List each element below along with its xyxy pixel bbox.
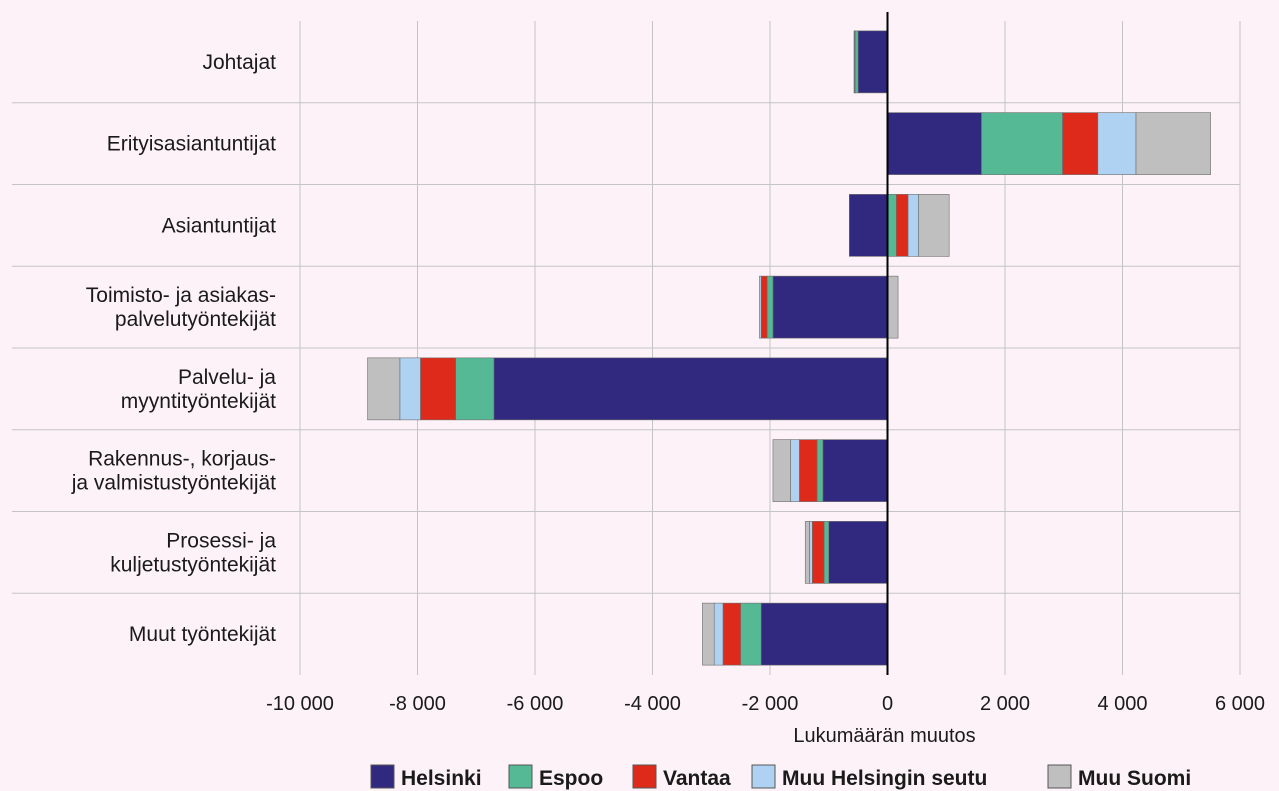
bar-segment — [816, 439, 824, 502]
bar-segment — [1097, 112, 1137, 175]
bar-segment — [420, 357, 456, 421]
legend-swatch — [632, 764, 657, 789]
bar-segment — [702, 602, 715, 666]
x-tick-label: 0 — [882, 693, 893, 715]
bar-segment — [887, 112, 982, 175]
bar-segment — [854, 30, 859, 94]
bar-segment — [828, 521, 888, 584]
x-tick-label: -2 000 — [742, 693, 799, 715]
category-label: Toimisto- ja asiakas-palvelutyöntekijät — [86, 284, 276, 331]
legend: Helsinki Espoo Vantaa Muu Helsingin seutu Mu… — [370, 764, 1191, 790]
legend-swatch — [1047, 764, 1072, 789]
bar-segment — [907, 194, 919, 257]
bar-segment — [896, 194, 909, 257]
bar-segment — [981, 112, 1063, 175]
category-labels: Johtajat Erityisasiantuntijat Asiantuntija… — [71, 51, 277, 646]
bar-segment — [790, 439, 800, 502]
bar-segment — [811, 521, 825, 584]
bar-segment — [809, 521, 813, 584]
category-label: Muut työntekijät — [129, 623, 276, 646]
x-tick-label: -4 000 — [624, 693, 681, 715]
bar-segment — [822, 439, 888, 502]
category-label: Rakennus-, korjaus-ja valmistustyöntekij… — [71, 448, 276, 495]
legend-label: Muu Suomi — [1078, 767, 1191, 790]
bar-segment — [722, 602, 741, 666]
category-label: Erityisasiantuntijat — [107, 133, 276, 156]
x-axis-title: Lukumäärän muutos — [793, 725, 975, 747]
bar-segment — [887, 275, 899, 339]
x-tick-labels: -10 000 -8 000 -6 000 -4 000 -2 000 0 2 000 4 0… — [266, 693, 1265, 715]
category-label: Palvelu- ja myyntityöntekijät — [121, 366, 277, 413]
bar-segment — [760, 275, 768, 339]
legend-label: Muu Helsingin seutu — [782, 767, 987, 790]
bar-segment — [367, 357, 401, 421]
legend-swatch — [508, 764, 533, 789]
bar-segment — [918, 194, 950, 257]
bar-segment — [823, 521, 830, 584]
bar-segment — [759, 275, 762, 339]
legend-swatch — [751, 764, 776, 789]
bar-segment — [399, 357, 421, 421]
bar-segment — [857, 30, 888, 94]
x-tick-label: 2 000 — [980, 693, 1030, 715]
x-tick-label: -10 000 — [266, 693, 334, 715]
x-tick-label: 6 000 — [1215, 693, 1265, 715]
bar-segment — [772, 275, 888, 339]
bar-segment — [1062, 112, 1099, 175]
category-label: Johtajat — [202, 51, 276, 74]
legend-label: Helsinki — [401, 767, 482, 790]
bar-segment — [740, 602, 762, 666]
category-label: Prosessi- ja kuljetustyöntekijät — [110, 529, 276, 576]
bar-segment — [493, 357, 888, 421]
bar-segment — [799, 439, 818, 502]
bar-segment — [849, 194, 888, 257]
category-label: Asiantuntijat — [162, 214, 277, 237]
bar-segment — [804, 521, 810, 584]
legend-swatch — [370, 764, 395, 789]
x-tick-label: 4 000 — [1097, 693, 1147, 715]
legend-label: Vantaa — [663, 767, 731, 790]
x-tick-label: -6 000 — [507, 693, 564, 715]
bar-segment — [760, 602, 888, 666]
bar-segment — [713, 602, 724, 666]
bars — [367, 30, 1211, 666]
bar-segment — [772, 439, 791, 502]
bar-segment — [1135, 112, 1211, 175]
bar-segment — [887, 194, 897, 257]
legend-label: Espoo — [539, 767, 603, 790]
x-tick-label: -8 000 — [389, 693, 446, 715]
bar-segment — [455, 357, 495, 421]
bar-segment — [766, 275, 774, 339]
